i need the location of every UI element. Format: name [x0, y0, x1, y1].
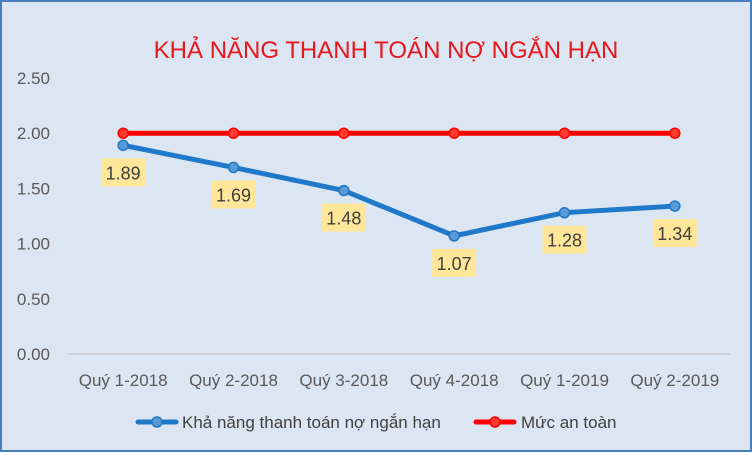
data-point-marker	[117, 127, 129, 139]
data-point-marker	[117, 139, 129, 152]
y-tick-label: 2.50	[17, 69, 50, 88]
data-label-text: 1.48	[326, 209, 361, 229]
x-axis: Quý 1-2018 Quý 2-2018 Quý 3-2018 Quý 4-2018…	[68, 353, 730, 390]
y-axis: 0.00 0.50 1.00 1.50 2.00 2.50	[17, 69, 50, 364]
legend-label: Mức an toàn	[521, 413, 616, 432]
series-layer	[117, 127, 681, 242]
data-label-box	[101, 158, 146, 187]
data-label-box	[321, 203, 366, 232]
data-point-marker	[448, 127, 460, 139]
data-point-marker	[338, 184, 350, 197]
series-line-0	[120, 142, 678, 239]
data-label: 1.89	[101, 158, 146, 187]
data-point-marker	[227, 127, 240, 139]
legend: Khả năng thanh toán nợ ngắn hạn Mức an to…	[135, 413, 616, 432]
data-label-text: 1.34	[657, 224, 692, 244]
data-labels: 1.89 1.69 1.48 1.07 1.28 1.34	[101, 158, 697, 277]
data-label: 1.34	[652, 219, 697, 248]
x-tick-label: Quý 2-2019	[630, 371, 719, 390]
x-tick-label: Quý 2-2018	[189, 371, 278, 390]
data-label: 1.69	[211, 180, 256, 209]
legend-item: Mức an toàn	[473, 413, 616, 432]
data-point-marker	[227, 161, 240, 174]
data-label-box	[432, 248, 477, 277]
data-point-marker	[669, 127, 681, 139]
data-label-box	[652, 219, 697, 248]
x-tick-label: Quý 4-2018	[410, 371, 499, 390]
data-label-text: 1.89	[106, 163, 141, 183]
data-point-marker	[338, 127, 350, 139]
data-point-marker	[558, 127, 571, 139]
data-point-marker	[448, 230, 460, 242]
y-tick-label: 1.00	[17, 235, 50, 254]
data-label-text: 1.07	[437, 254, 472, 274]
data-label-text: 1.28	[547, 231, 582, 251]
x-tick-label: Quý 1-2019	[520, 371, 609, 390]
data-label: 1.28	[542, 225, 587, 254]
legend-marker	[151, 416, 163, 428]
legend-item: Khả năng thanh toán nợ ngắn hạn	[135, 413, 441, 432]
data-label: 1.48	[321, 203, 366, 232]
y-tick-label: 0.50	[17, 290, 50, 309]
x-tick-label: Quý 3-2018	[299, 371, 388, 390]
data-point-marker	[669, 200, 681, 212]
legend-label: Khả năng thanh toán nợ ngắn hạn	[182, 413, 441, 432]
y-tick-label: 0.00	[17, 345, 50, 364]
y-tick-label: 1.50	[17, 179, 50, 198]
data-label-box	[542, 225, 587, 254]
data-point-marker	[558, 206, 571, 219]
data-label-text: 1.69	[216, 185, 251, 205]
x-tick-label: Quý 1-2018	[79, 371, 168, 390]
legend-marker	[489, 416, 501, 428]
data-label: 1.07	[432, 248, 477, 277]
chart-title: KHẢ NĂNG THANH TOÁN NỢ NGẮN HẠN	[154, 35, 619, 64]
y-tick-label: 2.00	[17, 124, 50, 143]
data-label-box	[211, 180, 256, 209]
